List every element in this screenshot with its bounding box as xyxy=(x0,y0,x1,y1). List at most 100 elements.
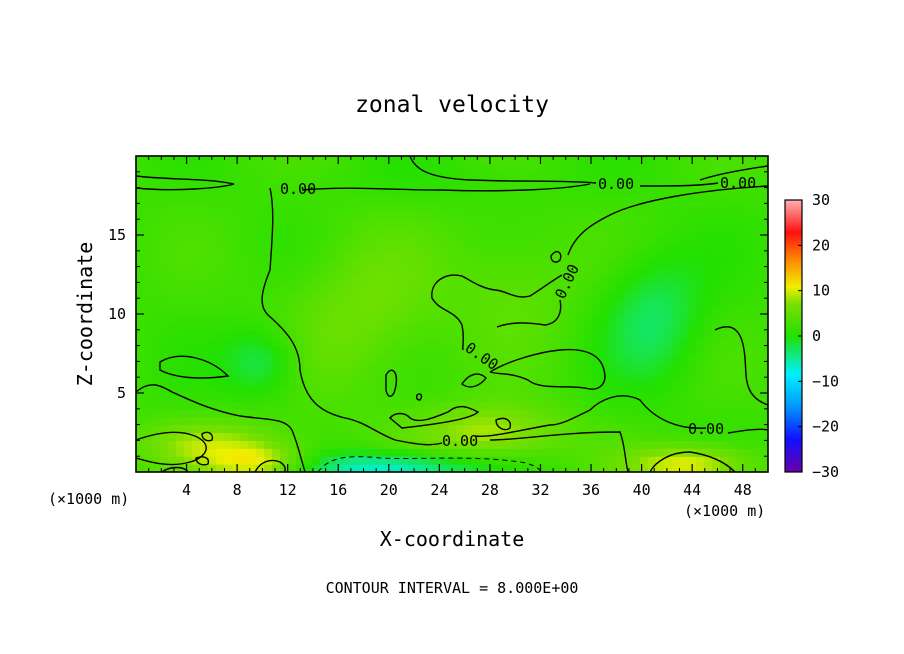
heatmap-cell xyxy=(704,353,713,362)
heatmap-cell xyxy=(664,448,673,457)
heatmap-cell xyxy=(480,314,489,323)
heatmap-cell xyxy=(616,353,625,362)
heatmap-cell xyxy=(672,171,681,181)
heatmap-cell xyxy=(136,258,145,268)
heatmap-cell xyxy=(296,400,305,410)
heatmap-cell xyxy=(592,235,601,244)
heatmap-cell xyxy=(472,298,481,307)
heatmap-cell xyxy=(264,408,273,418)
heatmap-cell xyxy=(616,282,625,291)
heatmap-cell xyxy=(632,219,641,228)
heatmap-cell xyxy=(288,432,297,441)
heatmap-cell xyxy=(720,195,729,204)
heatmap-cell xyxy=(256,195,265,204)
heatmap-cell xyxy=(464,424,473,434)
heatmap-cell xyxy=(304,163,313,173)
heatmap-cell xyxy=(712,464,721,472)
heatmap-cell xyxy=(256,219,265,228)
contour-line xyxy=(159,355,230,379)
heatmap-cell xyxy=(704,337,713,347)
heatmap-cell xyxy=(272,345,281,355)
heatmap-cell xyxy=(512,211,521,220)
heatmap-cell xyxy=(536,345,545,355)
heatmap-cell xyxy=(320,448,329,457)
heatmap-cell xyxy=(136,235,145,244)
heatmap-cell xyxy=(440,235,449,244)
heatmap-cell xyxy=(336,258,345,268)
heatmap-cell xyxy=(712,242,721,252)
heatmap-cell xyxy=(184,353,193,362)
heatmap-cell xyxy=(616,432,625,441)
heatmap-cell xyxy=(520,266,529,276)
heatmap-cell xyxy=(488,219,497,228)
heatmap-cell xyxy=(680,353,689,362)
heatmap-cell xyxy=(168,361,177,370)
heatmap-cell xyxy=(408,306,417,315)
heatmap-cell xyxy=(600,464,609,472)
heatmap-cell xyxy=(376,456,385,465)
heatmap-cell xyxy=(440,298,449,307)
heatmap-cell xyxy=(504,432,513,441)
heatmap-cell xyxy=(344,274,353,283)
heatmap-cell xyxy=(312,242,321,252)
heatmap-cell xyxy=(544,163,553,173)
heatmap-cell xyxy=(392,187,401,197)
heatmap-cell xyxy=(184,211,193,220)
heatmap-cell xyxy=(168,369,177,378)
heatmap-cell xyxy=(144,258,153,268)
heatmap-cell xyxy=(632,345,641,355)
x-tick-label: 24 xyxy=(430,481,448,499)
heatmap-cell xyxy=(320,369,329,378)
heatmap-cell xyxy=(488,298,497,307)
heatmap-cell xyxy=(736,219,745,228)
contour-line xyxy=(136,384,306,472)
heatmap-cell xyxy=(432,329,441,339)
heatmap-cell xyxy=(600,274,609,283)
heatmap-cell xyxy=(136,440,145,449)
heatmap-cell xyxy=(328,337,337,347)
heatmap-cell xyxy=(264,187,273,197)
heatmap-cell xyxy=(384,306,393,315)
heatmap-cell xyxy=(600,219,609,228)
heatmap-cell xyxy=(712,235,721,244)
heatmap-cell xyxy=(448,235,457,244)
heatmap-cell xyxy=(648,250,657,260)
heatmap-cell xyxy=(592,306,601,315)
heatmap-cell xyxy=(544,456,553,465)
heatmap-cell xyxy=(304,187,313,197)
heatmap-cell xyxy=(688,416,697,426)
heatmap-cell xyxy=(248,250,257,260)
heatmap-cell xyxy=(160,416,169,426)
heatmap-cell xyxy=(448,290,457,299)
heatmap-cell xyxy=(320,290,329,299)
heatmap-cell xyxy=(568,432,577,441)
heatmap-cell xyxy=(488,171,497,181)
heatmap-cell xyxy=(656,227,665,236)
heatmap-cell xyxy=(712,195,721,204)
heatmap-cell xyxy=(232,377,241,386)
heatmap-cell xyxy=(200,361,209,370)
heatmap-cell xyxy=(336,235,345,244)
heatmap-cell xyxy=(224,156,233,165)
heatmap-cell xyxy=(752,464,761,472)
heatmap-cell xyxy=(224,171,233,181)
heatmap-cell xyxy=(168,432,177,441)
heatmap-cell xyxy=(448,432,457,441)
heatmap-cell xyxy=(496,329,505,339)
heatmap-cell xyxy=(360,353,369,362)
heatmap-cell xyxy=(384,314,393,323)
heatmap-cell xyxy=(320,353,329,362)
heatmap-cell xyxy=(248,440,257,449)
heatmap-cell xyxy=(336,242,345,252)
heatmap-cell xyxy=(304,464,313,472)
heatmap-cell xyxy=(256,361,265,370)
heatmap-cell xyxy=(672,353,681,362)
heatmap-cell xyxy=(632,203,641,212)
heatmap-cell xyxy=(376,171,385,181)
heatmap-cell xyxy=(544,377,553,386)
heatmap-cell xyxy=(456,337,465,347)
heatmap-cell xyxy=(408,163,417,173)
heatmap-cell xyxy=(760,211,768,220)
heatmap-cell xyxy=(288,203,297,212)
heatmap-cell xyxy=(176,163,185,173)
